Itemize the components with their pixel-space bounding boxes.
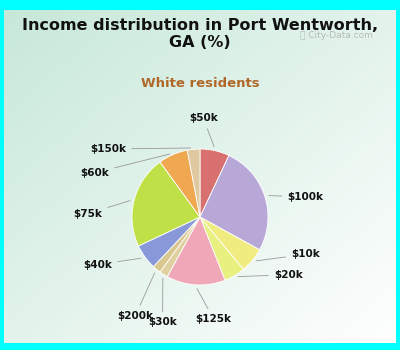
Wedge shape [167,217,225,285]
Text: $30k: $30k [148,278,177,327]
Wedge shape [132,162,200,246]
Wedge shape [138,217,200,267]
Wedge shape [200,217,243,280]
Wedge shape [160,150,200,217]
Wedge shape [187,149,200,217]
Text: $125k: $125k [196,289,232,324]
Text: White residents: White residents [141,77,259,90]
Wedge shape [200,149,229,217]
Wedge shape [200,217,260,270]
Text: $40k: $40k [84,258,141,270]
Text: ⓘ City-Data.com: ⓘ City-Data.com [300,32,373,41]
Text: $20k: $20k [238,270,303,280]
Wedge shape [200,155,268,250]
Text: $10k: $10k [256,250,320,261]
Wedge shape [160,217,200,276]
Wedge shape [154,217,200,272]
Text: $50k: $50k [189,113,218,147]
Text: $100k: $100k [269,191,323,202]
Text: $60k: $60k [80,154,170,178]
Text: $75k: $75k [73,201,130,219]
Text: $200k: $200k [117,273,155,321]
Text: $150k: $150k [90,144,191,154]
Text: Income distribution in Port Wentworth,
GA (%): Income distribution in Port Wentworth, G… [22,18,378,50]
